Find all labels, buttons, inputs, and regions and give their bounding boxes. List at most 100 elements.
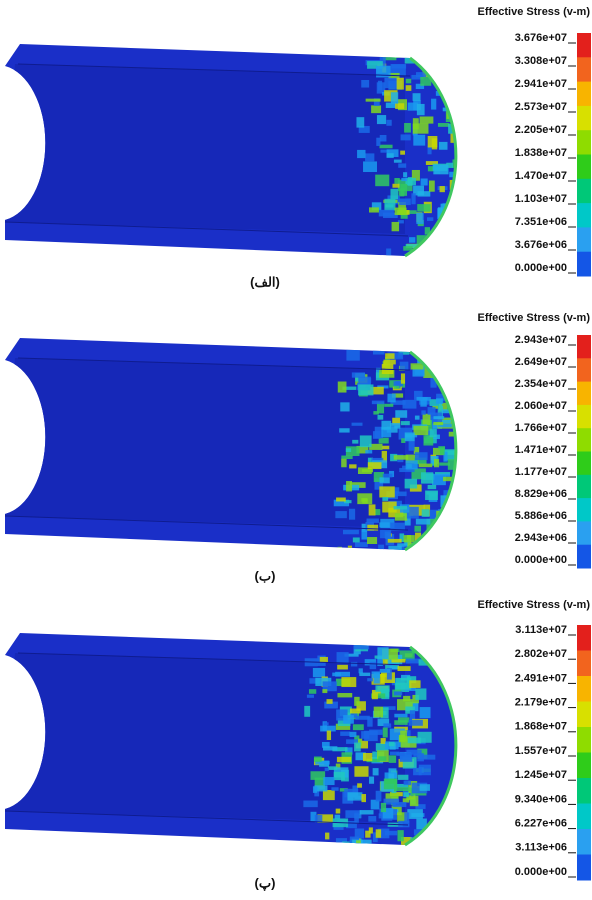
inner-band [5, 64, 405, 234]
stress-patch [392, 64, 407, 68]
stress-patch [313, 668, 325, 677]
stress-patch [460, 154, 466, 165]
stress-patch [370, 662, 376, 669]
stress-patch [445, 69, 449, 77]
stress-patch [349, 464, 356, 468]
stress-patch [383, 723, 391, 727]
stress-patch [372, 401, 385, 405]
stress-patch [445, 510, 458, 515]
stress-patch [400, 151, 405, 155]
cylinder [5, 44, 490, 259]
stress-patch [397, 78, 404, 90]
stress-patch [462, 204, 473, 215]
colorbar-segment [577, 702, 591, 728]
stress-patch [440, 78, 447, 85]
stress-patch [367, 525, 378, 531]
tick-label: 0.000e+00 [515, 866, 567, 878]
stress-patch [371, 105, 381, 113]
stress-patch [351, 662, 357, 667]
stress-patch [363, 753, 372, 761]
stress-patch [352, 440, 358, 444]
stress-patch [310, 771, 325, 780]
colorbar-segment [577, 778, 591, 804]
stress-patch [461, 144, 470, 149]
colorbar-segment [577, 358, 591, 382]
stress-patch [456, 238, 461, 248]
stress-patch [340, 402, 349, 411]
stress-patch [469, 207, 478, 215]
stress-patch [409, 237, 415, 243]
stress-patch [387, 394, 395, 403]
stress-patch [358, 384, 373, 395]
stress-patch [353, 537, 360, 542]
colorbar-segment [577, 753, 591, 779]
stress-patch [395, 208, 407, 215]
colorbar-segment [577, 545, 591, 569]
stress-patch [354, 644, 369, 650]
stress-patch [390, 189, 398, 199]
stress-patch [382, 446, 390, 450]
stress-patch [433, 540, 447, 548]
stress-patch [440, 382, 455, 386]
stress-patch [373, 411, 379, 415]
stress-patch [417, 753, 424, 761]
caption: (ب) [255, 568, 276, 583]
stress-patch [352, 423, 363, 426]
stress-patch [403, 400, 417, 409]
stress-patch [323, 790, 335, 800]
stress-patch [436, 354, 444, 362]
stress-patch [457, 196, 464, 204]
colorbar-segment [577, 475, 591, 499]
stress-patch [394, 506, 407, 509]
stress-patch [343, 715, 354, 724]
cylinder [5, 633, 456, 852]
stress-patch [364, 731, 378, 741]
stress-patch [465, 190, 478, 201]
stress-patch [404, 123, 411, 133]
stress-patch [361, 530, 367, 539]
stress-patch [442, 420, 451, 424]
stress-patch [428, 136, 438, 147]
stress-patch [474, 107, 479, 117]
stress-patch [474, 145, 488, 153]
stress-patch [422, 509, 430, 517]
colorbar-segment [577, 521, 591, 545]
stress-patch [461, 90, 467, 100]
stress-patch [405, 432, 415, 441]
stress-patch [425, 58, 439, 69]
stress-patch [406, 79, 411, 84]
stress-patch [397, 830, 403, 841]
stress-patch [411, 363, 424, 369]
stress-patch [436, 364, 440, 370]
stress-patch [367, 678, 373, 681]
stress-patch [327, 731, 331, 740]
stress-patch [423, 414, 431, 425]
stress-patch [365, 450, 372, 453]
stress-patch [395, 513, 407, 520]
stress-patch [415, 452, 428, 460]
stress-patch [340, 731, 350, 735]
stress-patch [442, 92, 458, 97]
colorbar-segment [577, 855, 591, 881]
legend-title: Effective Stress (v-m) [478, 6, 591, 18]
stress-patch [379, 145, 392, 149]
colorbar-segment [577, 727, 591, 753]
stress-patch [328, 766, 337, 770]
stress-patch [396, 787, 411, 791]
stress-patch [410, 796, 419, 806]
colorbar-segment [577, 829, 591, 855]
stress-patch [324, 722, 329, 725]
tick-label: 1.245e+07 [515, 769, 567, 781]
stress-patch [468, 163, 484, 172]
stress-patch [367, 717, 372, 727]
stress-patch [335, 511, 347, 518]
stress-patch [454, 185, 460, 190]
stress-patch [403, 792, 408, 797]
legend-title: Effective Stress (v-m) [478, 312, 591, 324]
stress-patch [401, 421, 410, 425]
stress-patch [336, 838, 347, 845]
stress-patch [398, 163, 406, 167]
stress-patch [468, 88, 474, 96]
stress-patch [394, 714, 407, 718]
stress-patch [356, 840, 361, 852]
